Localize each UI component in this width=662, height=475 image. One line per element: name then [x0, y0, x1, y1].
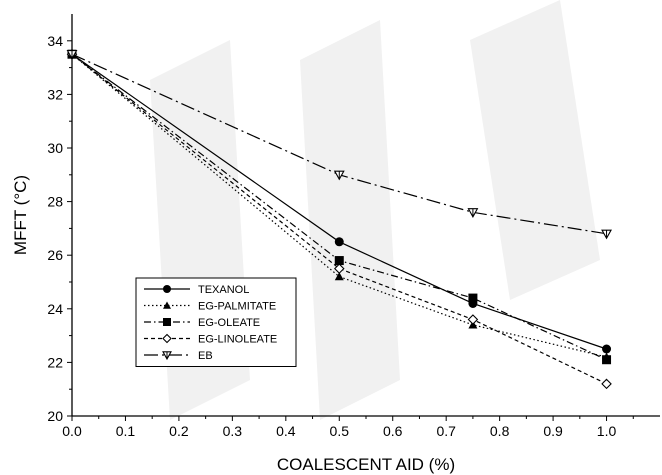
series-layer — [66, 48, 612, 390]
legend-label: EB — [198, 350, 213, 362]
data-point-eb — [601, 229, 612, 240]
data-point-eg-linoleate — [601, 378, 612, 390]
data-point-eg-oleate — [602, 355, 612, 365]
y-tick-label: 30 — [47, 140, 63, 156]
series-line-texanol — [71, 53, 607, 350]
legend-item-eb: EB — [144, 350, 213, 362]
y-tick-label: 20 — [47, 408, 63, 424]
x-tick-label: 0.5 — [330, 423, 350, 439]
legend-item-eg-oleate: EG-OLEATE — [144, 317, 260, 329]
data-point-eb — [333, 170, 345, 181]
data-point-eg-palmitate — [334, 272, 344, 281]
legend-label: EG-OLEATE — [198, 317, 260, 329]
x-axis-label: COALESCENT AID (%) — [277, 455, 455, 474]
y-tick-label: 24 — [47, 301, 63, 317]
x-tick-label: 1.0 — [597, 423, 617, 439]
y-axis: 20 22 24 26 28 30 32 34 — [47, 33, 72, 424]
y-tick-label: 34 — [47, 33, 63, 49]
y-tick-label: 28 — [47, 194, 63, 210]
watermark-stroke-3 — [470, 0, 600, 300]
legend: TEXANOL EG-PALMITATE EG-OLEATE EG-LINOLEATE… — [135, 277, 297, 367]
data-point-eg-oleate — [334, 256, 344, 266]
legend-label: EG-LINOLEATE — [198, 334, 277, 346]
legend-marker — [163, 301, 171, 309]
x-tick-label: 0.8 — [490, 423, 510, 439]
legend-marker — [162, 351, 172, 361]
legend-item-eg-linoleate: EG-LINOLEATE — [144, 334, 277, 346]
series-line-eg-linoleate — [71, 53, 607, 385]
data-point-texanol — [602, 344, 612, 354]
x-tick-label: 0.2 — [169, 423, 189, 439]
x-tick-label: 0.4 — [276, 423, 296, 439]
legend-item-texanol: TEXANOL — [144, 284, 249, 296]
x-tick-label: 0.0 — [62, 423, 82, 439]
x-axis: 0.0 0.1 0.2 0.3 0.4 0.5 0.6 0.7 0.8 0.9 1.0 — [62, 416, 634, 439]
data-point-eb — [66, 50, 78, 60]
legend-marker — [163, 318, 171, 326]
legend-label: TEXANOL — [198, 284, 249, 296]
x-tick-label: 0.7 — [436, 423, 456, 439]
x-tick-label: 0.6 — [383, 423, 403, 439]
x-tick-label: 0.3 — [223, 423, 243, 439]
x-tick-label: 0.9 — [543, 423, 563, 439]
series-line-eg-oleate — [71, 53, 607, 361]
data-point-eb — [467, 208, 479, 218]
series-eb — [66, 50, 612, 240]
data-point-eg-linoleate — [333, 263, 345, 274]
x-tick-label: 0.1 — [116, 423, 136, 439]
y-tick-label: 22 — [47, 354, 63, 370]
legend-marker — [162, 333, 172, 344]
data-point-eg-oleate — [468, 293, 478, 303]
y-tick-label: 32 — [47, 86, 63, 102]
legend-item-eg-palmitate: EG-PALMITATE — [144, 301, 276, 313]
legend-marker — [163, 285, 171, 293]
data-point-eg-linoleate — [467, 314, 479, 325]
y-tick-label: 26 — [47, 247, 63, 263]
watermark-stroke-2 — [300, 20, 400, 420]
legend-label: EG-PALMITATE — [198, 301, 276, 313]
series-line-eb — [71, 53, 607, 235]
y-axis-label: MFFT (°C) — [11, 175, 30, 255]
data-point-texanol — [334, 237, 344, 247]
